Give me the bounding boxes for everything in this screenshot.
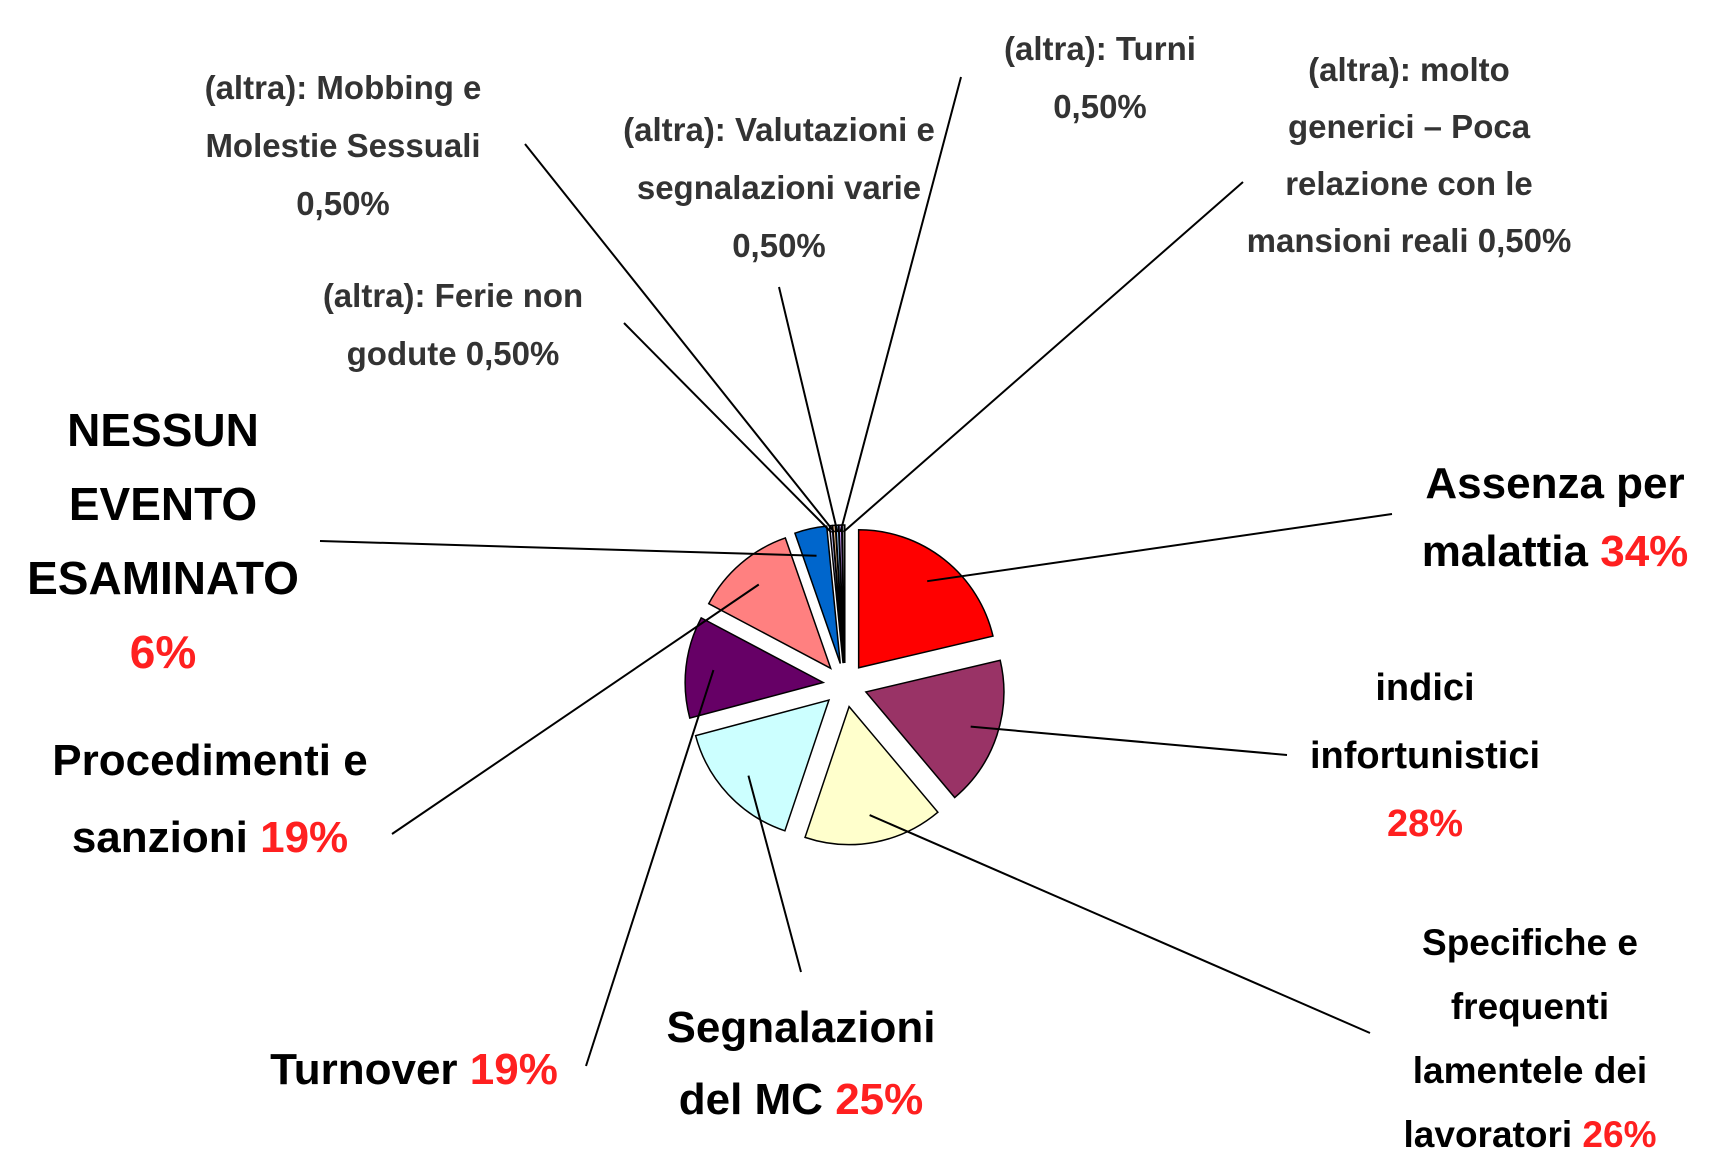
category-name: NESSUN EVENTO ESAMINATO [27,404,299,604]
value-label: 0,50% [732,227,826,264]
category-name: Specifiche e frequenti lamentele dei lav… [1403,922,1648,1155]
category-name: (altra): Ferie non godute [322,277,584,372]
leader-line [524,143,836,533]
value-label: 0,50% [1053,88,1147,125]
leader-line [747,775,802,973]
value-label: 25% [835,1075,924,1124]
slice-label: NESSUN EVENTO ESAMINATO 6% [0,393,328,689]
value-label: 34% [1600,527,1689,576]
slice-label: (altra): Mobbing e Molestie Sessuali 0,5… [158,59,528,233]
slice-label: Procedimenti e sanzioni 19% [45,722,375,876]
leader-line [839,76,962,533]
leader-line [842,181,1244,533]
category-name: (altra): Turni [1004,30,1196,67]
pie-slice [804,705,939,846]
pie-slice [694,698,831,832]
pie-slice [864,659,1005,799]
pie-slice [707,537,833,670]
leader-line [778,286,839,533]
slice-label: Specifiche e frequenti lamentele dei lav… [1375,911,1685,1167]
slice-label: (altra): Turni 0,50% [965,20,1235,136]
value-label: 19% [260,812,349,862]
value-label: 0,50% [296,185,390,222]
slice-label: Segnalazioni del MC 25% [636,992,966,1136]
slice-label: Assenza per malattia 34% [1390,450,1720,586]
leader-line [869,814,1371,1034]
pie-slice [793,525,842,664]
leader-line [391,583,760,835]
leader-line [970,725,1288,756]
slice-label: (altra): molto generici – Poca relazione… [1244,41,1574,269]
value-label: 28% [1386,803,1464,845]
category-name: Segnalazioni del MC [666,1003,936,1124]
value-label: 6% [129,626,197,678]
category-name: indici infortunistici [1309,667,1541,777]
leader-line [927,513,1393,583]
leader-line [319,540,817,557]
leader-line [623,322,833,534]
slice-label: indici infortunistici 28% [1290,654,1560,858]
pie-slice [857,529,994,669]
value-label: 0,50% [1477,221,1572,259]
value-label: 26% [1582,1114,1657,1155]
pie-slice [684,616,826,720]
slice-label: (altra): Valutazioni e segnalazioni vari… [594,101,964,275]
slice-label: Turnover 19% [204,1040,624,1100]
category-name: (altra): Mobbing e Molestie Sessuali [204,69,482,164]
category-name: (altra): Valutazioni e segnalazioni vari… [623,111,935,206]
category-name: (altra): molto generici – Poca relazione… [1246,50,1533,259]
category-name: Turnover [270,1045,458,1094]
pie-slice [841,524,846,664]
leader-line [585,669,715,1067]
category-name: Assenza per malattia [1421,459,1685,576]
value-label: 19% [469,1045,558,1094]
value-label: 0,50% [465,335,560,372]
slice-label: (altra): Ferie non godute 0,50% [288,267,618,383]
category-name: Procedimenti e sanzioni [52,735,368,862]
